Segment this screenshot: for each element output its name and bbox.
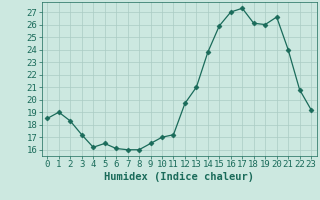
X-axis label: Humidex (Indice chaleur): Humidex (Indice chaleur)	[104, 172, 254, 182]
